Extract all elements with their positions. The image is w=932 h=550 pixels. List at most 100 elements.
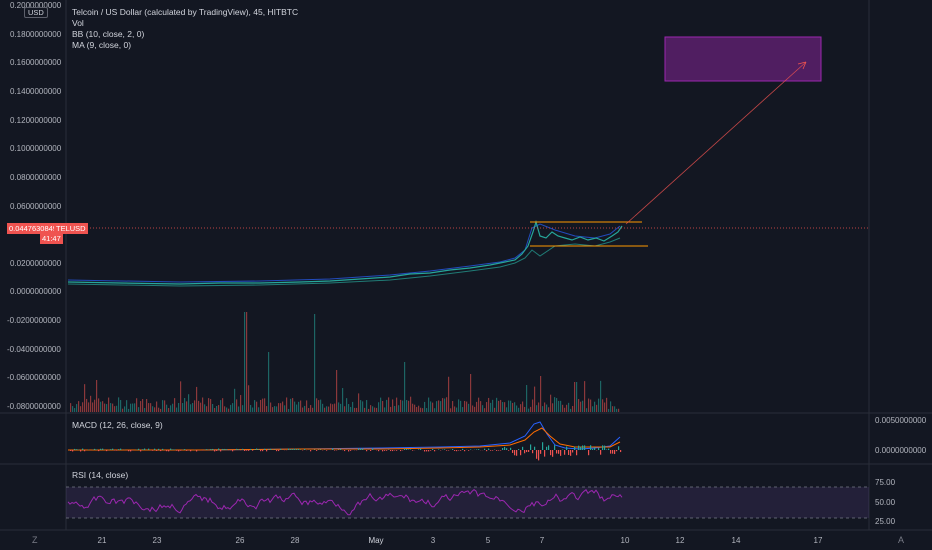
- macd-histogram-bar: [522, 446, 524, 450]
- macd-histogram-bar: [244, 450, 246, 451]
- indicator-bb[interactable]: BB (10, close, 2, 0): [72, 29, 145, 39]
- volume-bar: [214, 407, 216, 412]
- volume-bar: [394, 406, 396, 412]
- volume-bar: [168, 408, 170, 412]
- time-label: 28: [290, 536, 300, 545]
- macd-histogram-bar: [420, 448, 422, 450]
- volume-bar: [190, 404, 192, 412]
- macd-histogram-bar: [520, 450, 522, 456]
- volume-bar: [280, 403, 282, 412]
- macd-histogram-bar: [334, 450, 336, 451]
- macd-histogram-bar: [430, 450, 432, 451]
- macd-histogram-bar: [344, 450, 346, 452]
- macd-histogram-bar: [80, 450, 82, 452]
- macd-histogram-bar: [424, 450, 426, 452]
- volume-bar: [460, 400, 462, 412]
- macd-histogram-bar: [580, 446, 582, 450]
- volume-bar: [378, 402, 380, 412]
- rsi-line: [67, 488, 623, 516]
- volume-bar: [426, 408, 428, 412]
- indicator-vol[interactable]: Vol: [72, 18, 84, 28]
- macd-histogram-bar: [612, 450, 614, 454]
- macd-histogram-bar: [614, 450, 616, 455]
- volume-bar: [286, 397, 288, 412]
- price-label: -0.0800000000: [7, 402, 61, 411]
- macd-signal-line: [68, 427, 621, 451]
- macd-histogram-bar: [412, 450, 414, 451]
- macd-histogram-bar: [454, 450, 456, 451]
- price-label: -0.0400000000: [7, 345, 61, 354]
- macd-histogram-bar: [296, 449, 298, 450]
- volume-bar: [128, 408, 130, 412]
- macd-histogram-bar: [294, 448, 296, 450]
- volume-bar: [382, 401, 384, 412]
- volume-bar: [96, 380, 98, 412]
- macd-axis-label: 0.0050000000: [875, 416, 927, 425]
- macd-histogram-bar: [268, 449, 270, 450]
- macd-histogram-bar: [396, 450, 398, 451]
- zoom-button[interactable]: Z: [32, 535, 38, 545]
- price-label: 0.1800000000: [10, 30, 62, 39]
- macd-histogram-bar: [444, 449, 446, 450]
- volume-bar: [146, 399, 148, 412]
- macd-histogram-bar: [102, 448, 104, 450]
- macd-histogram-bar: [170, 448, 172, 450]
- volume-bar: [306, 400, 308, 412]
- volume-bar: [258, 407, 260, 412]
- macd-title[interactable]: MACD (12, 26, close, 9): [72, 420, 163, 430]
- macd-histogram-bar: [558, 450, 560, 454]
- macd-histogram-bar: [160, 450, 162, 452]
- macd-histogram-bar: [190, 450, 192, 452]
- macd-histogram-bar: [106, 450, 108, 452]
- volume-bar: [86, 398, 88, 412]
- volume-bar: [170, 405, 172, 412]
- macd-histogram-bar: [490, 450, 492, 451]
- macd-histogram-bar: [516, 450, 518, 456]
- volume-bar: [222, 398, 224, 412]
- volume-bar: [196, 386, 198, 412]
- volume-bar: [154, 407, 156, 412]
- macd-histogram-bar: [214, 450, 216, 452]
- macd-histogram-bar: [514, 450, 516, 456]
- volume-bar: [148, 403, 150, 412]
- macd-histogram-bar: [452, 449, 454, 450]
- volume-bar: [268, 352, 270, 412]
- indicator-ma[interactable]: MA (9, close, 0): [72, 40, 132, 50]
- volume-bar: [492, 399, 494, 412]
- volume-bar: [350, 406, 352, 412]
- symbol-tag: TELUSD: [54, 223, 88, 234]
- macd-histogram-bar: [158, 448, 160, 450]
- volume-bar: [606, 397, 608, 412]
- volume-bar: [468, 403, 470, 412]
- volume-bar: [212, 403, 214, 412]
- macd-histogram-bar: [166, 450, 168, 452]
- macd-histogram-bar: [524, 450, 526, 454]
- macd-histogram-bar: [540, 450, 542, 454]
- volume-bar: [314, 314, 316, 412]
- volume-bar: [244, 312, 246, 412]
- volume-bar: [260, 399, 262, 412]
- volume-bar: [444, 398, 446, 412]
- macd-histogram-bar: [484, 448, 486, 450]
- macd-histogram-bar: [426, 450, 428, 452]
- macd-histogram-bar: [196, 450, 198, 452]
- rsi-title[interactable]: RSI (14, close): [72, 470, 129, 480]
- volume-bar: [474, 406, 476, 412]
- macd-histogram-bar: [478, 449, 480, 450]
- volume-bar: [478, 397, 480, 412]
- macd-histogram-bar: [110, 449, 112, 450]
- auto-scale-button[interactable]: A: [898, 535, 905, 545]
- bollinger-lower: [67, 237, 621, 287]
- currency-button[interactable]: USD: [24, 7, 48, 18]
- macd-histogram-bar: [176, 450, 178, 451]
- volume-bar: [352, 401, 354, 412]
- volume-bar: [504, 402, 506, 412]
- volume-bar: [496, 397, 498, 412]
- volume-bar: [612, 406, 614, 412]
- volume-bar: [550, 394, 552, 412]
- macd-histogram-bar: [504, 446, 506, 450]
- macd-histogram-bar: [180, 450, 182, 451]
- macd-histogram-bar: [618, 446, 620, 450]
- macd-histogram-bar: [556, 450, 558, 454]
